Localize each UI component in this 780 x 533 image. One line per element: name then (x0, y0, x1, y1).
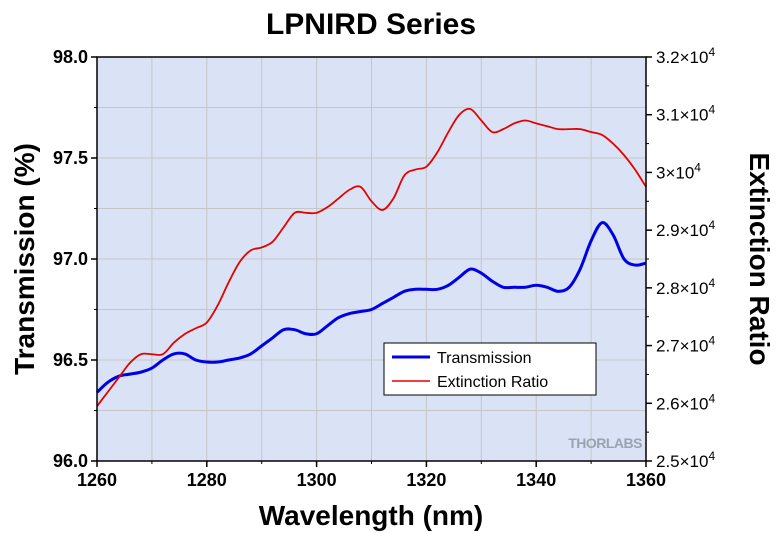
y-left-axis-ticks: 96.0 96.5 97.0 97.5 98.0 (53, 47, 97, 471)
x-tick-label: 1260 (77, 470, 117, 490)
legend-box (383, 342, 597, 396)
y-right-tick-label: 3.1×104 (656, 103, 715, 125)
y-left-tick-label: 97.0 (53, 249, 88, 269)
chart-title: LPNIRD Series (266, 8, 476, 41)
y-right-axis-ticks: 2.5×104 2.6×104 2.7×104 2.8×104 2.9×104 3×104… (646, 45, 715, 471)
x-axis-ticks: 1260 1280 1300 1320 1340 1360 (77, 461, 666, 490)
x-axis-title: Wavelength (nm) (259, 500, 484, 531)
y-right-tick-label: 2.7×104 (656, 334, 715, 356)
legend: Transmission Extinction Ratio (383, 342, 597, 396)
y-left-tick-label: 96.5 (53, 350, 88, 370)
legend-label-extinction-ratio: Extinction Ratio (437, 374, 548, 391)
legend-label-transmission: Transmission (437, 350, 532, 367)
series-line-extinction-ratio (96, 107, 647, 407)
series-line-transmission (95, 221, 647, 394)
series-group (95, 107, 647, 407)
y-right-axis-title: Extinction Ratio (744, 152, 775, 365)
y-left-tick-label: 98.0 (53, 47, 88, 67)
y-right-tick-label: 2.8×104 (656, 276, 715, 298)
x-tick-label: 1320 (406, 470, 446, 490)
y-right-tick-label: 2.9×104 (656, 218, 715, 240)
x-tick-label: 1340 (516, 470, 556, 490)
thorlabs-watermark: THORLABS (568, 435, 642, 451)
x-tick-label: 1360 (626, 470, 666, 490)
y-right-tick-label: 2.5×104 (656, 449, 715, 471)
y-left-tick-label: 97.5 (53, 148, 88, 168)
x-tick-label: 1300 (297, 470, 337, 490)
y-left-tick-label: 96.0 (53, 451, 88, 471)
y-right-tick-label: 2.6×104 (656, 391, 715, 413)
y-right-tick-label: 3.2×104 (656, 45, 715, 67)
y-left-axis-title: Transmission (%) (9, 143, 40, 375)
x-tick-label: 1280 (187, 470, 227, 490)
y-right-tick-label: 3×104 (656, 160, 701, 182)
